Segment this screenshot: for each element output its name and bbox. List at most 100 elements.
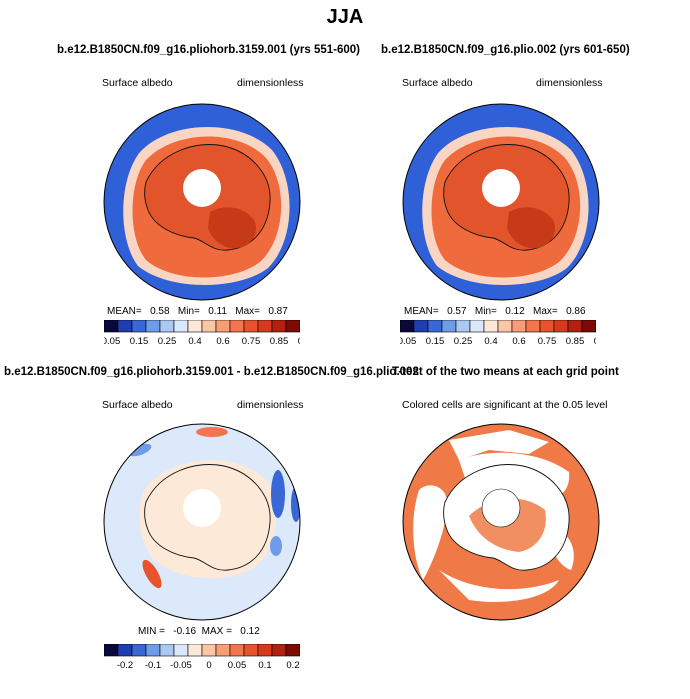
panel-3-colorbar: -0.2 -0.1 -0.05 0 0.05 0.1 0.2	[104, 644, 300, 670]
diff-colorbar-tick-label: -0.2	[117, 660, 133, 670]
panel-4-title: T-test of the two means at each grid poi…	[392, 366, 619, 378]
diff-colorbar-swatch	[173, 644, 189, 657]
albedo-colorbar-swatch	[145, 320, 161, 333]
albedo-colorbar-tick-label: 0.25	[158, 336, 177, 346]
albedo-colorbar-tick-label: 0.95	[298, 336, 300, 346]
albedo-colorbar-swatch	[511, 320, 527, 333]
map-border	[103, 423, 301, 621]
diff-colorbar-tick-label: 0.1	[258, 660, 271, 670]
diff-colorbar-swatch	[104, 644, 119, 657]
panel-2-units: dimensionless	[536, 77, 603, 89]
east-antarctic-plateau	[208, 207, 257, 249]
albedo-colorbar-tick-label: 0.05	[400, 336, 416, 346]
panel-1-units: dimensionless	[237, 77, 304, 89]
map-border	[402, 103, 600, 301]
diff-colorbar-tick-label: 0.2	[286, 660, 299, 670]
insignificant-region	[449, 430, 549, 460]
diff-colorbar-tick-label: -0.1	[145, 660, 161, 670]
antarctica-outline	[144, 464, 271, 571]
panel-1-stats: MEAN= 0.58 Min= 0.11 Max= 0.87	[107, 306, 288, 317]
diff-colorbar-swatch	[229, 644, 245, 657]
panel-4-map	[402, 423, 600, 621]
panel-1-variable: Surface albedo	[102, 77, 173, 89]
panel-3-variable: Surface albedo	[102, 399, 173, 411]
diff-colorbar-swatch	[131, 644, 147, 657]
albedo-colorbar-swatch	[581, 320, 596, 333]
diff-colorbar-swatch	[215, 644, 231, 657]
insignificant-region	[413, 485, 448, 580]
albedo-colorbar-tick-label: 0.15	[130, 336, 149, 346]
panel-1-title: b.e12.B1850CN.f09_g16.pliohorb.3159.001 …	[57, 44, 360, 56]
panel-2-title: b.e12.B1850CN.f09_g16.plio.002 (yrs 601-…	[381, 44, 630, 56]
albedo-colorbar-swatch	[159, 320, 175, 333]
diff-colorbar-swatch	[257, 644, 273, 657]
albedo-colorbar-swatch	[567, 320, 583, 333]
pole-hole	[482, 169, 520, 207]
albedo-colorbar-swatch	[483, 320, 499, 333]
albedo-colorbar-swatch	[400, 320, 415, 333]
diff-colorbar-swatch	[159, 644, 175, 657]
albedo-colorbar-swatch	[469, 320, 485, 333]
albedo-colorbar-swatch	[525, 320, 541, 333]
panel-2-stats: MEAN= 0.57 Min= 0.12 Max= 0.86	[404, 306, 586, 317]
albedo-colorbar-swatch	[201, 320, 217, 333]
albedo-colorbar-swatch	[104, 320, 119, 333]
albedo-colorbar-swatch	[215, 320, 231, 333]
albedo-colorbar-swatch	[539, 320, 555, 333]
albedo-colorbar-swatch	[243, 320, 259, 333]
albedo-colorbar-tick-label: 0.85	[566, 336, 585, 346]
albedo-colorbar-swatch	[285, 320, 300, 333]
panel-3-units: dimensionless	[237, 399, 304, 411]
map-border	[402, 423, 600, 621]
panel-2-variable: Surface albedo	[402, 77, 473, 89]
albedo-colorbar-swatch	[117, 320, 133, 333]
albedo-colorbar-swatch	[413, 320, 429, 333]
albedo-colorbar-tick-label: 0.6	[512, 336, 525, 346]
albedo-colorbar-swatch	[257, 320, 273, 333]
albedo-colorbar-swatch	[455, 320, 471, 333]
diff-colorbar-swatch	[145, 644, 161, 657]
albedo-colorbar-swatch	[441, 320, 457, 333]
positive-anomaly	[196, 427, 228, 437]
diff-colorbar-tick-label: -0.05	[170, 660, 192, 670]
diff-colorbar-tick-label: 0.05	[228, 660, 247, 670]
panel-4-subtitle: Colored cells are significant at the 0.0…	[402, 399, 608, 411]
albedo-colorbar-tick-label: 0.4	[484, 336, 497, 346]
diff-colorbar-swatch	[271, 644, 287, 657]
panel-3-map	[103, 423, 301, 621]
panel-2-colorbar: 0.05 0.15 0.25 0.4 0.6 0.75 0.85 0.95	[400, 320, 596, 346]
diff-colorbar-swatch	[285, 644, 300, 657]
albedo-colorbar-swatch	[427, 320, 443, 333]
negative-anomaly	[128, 443, 152, 457]
panel-1-colorbar: 0.05 0.15 0.25 0.4 0.6 0.75 0.85 0.95	[104, 320, 300, 346]
panel-3-stats: MIN = -0.16 MAX = 0.12	[138, 626, 260, 637]
diff-colorbar-tick-label: 0	[206, 660, 211, 670]
albedo-colorbar-tick-label: 0.95	[594, 336, 596, 346]
albedo-colorbar-tick-label: 0.05	[104, 336, 120, 346]
insignificant-region	[439, 570, 559, 602]
pole-hole	[481, 488, 521, 528]
albedo-colorbar-tick-label: 0.75	[538, 336, 557, 346]
panel-2-map	[402, 103, 600, 301]
diff-colorbar-swatch	[243, 644, 259, 657]
albedo-colorbar-tick-label: 0.4	[188, 336, 201, 346]
diff-colorbar-swatch	[117, 644, 133, 657]
map-border	[103, 103, 301, 301]
diff-colorbar-swatch	[201, 644, 217, 657]
albedo-colorbar-swatch	[553, 320, 569, 333]
albedo-colorbar-tick-label: 0.85	[270, 336, 289, 346]
albedo-colorbar-swatch	[229, 320, 245, 333]
diff-colorbar-swatch	[187, 644, 203, 657]
positive-anomaly	[142, 559, 162, 589]
figure-title: JJA	[326, 6, 364, 28]
negative-anomaly	[270, 536, 282, 556]
panel-1-map	[103, 103, 301, 301]
pole-hole	[183, 169, 221, 207]
albedo-colorbar-tick-label: 0.25	[454, 336, 473, 346]
albedo-colorbar-tick-label: 0.15	[426, 336, 445, 346]
albedo-colorbar-swatch	[187, 320, 203, 333]
albedo-colorbar-swatch	[173, 320, 189, 333]
albedo-colorbar-swatch	[131, 320, 147, 333]
albedo-colorbar-tick-label: 0.6	[216, 336, 229, 346]
east-antarctic-plateau	[507, 207, 556, 249]
